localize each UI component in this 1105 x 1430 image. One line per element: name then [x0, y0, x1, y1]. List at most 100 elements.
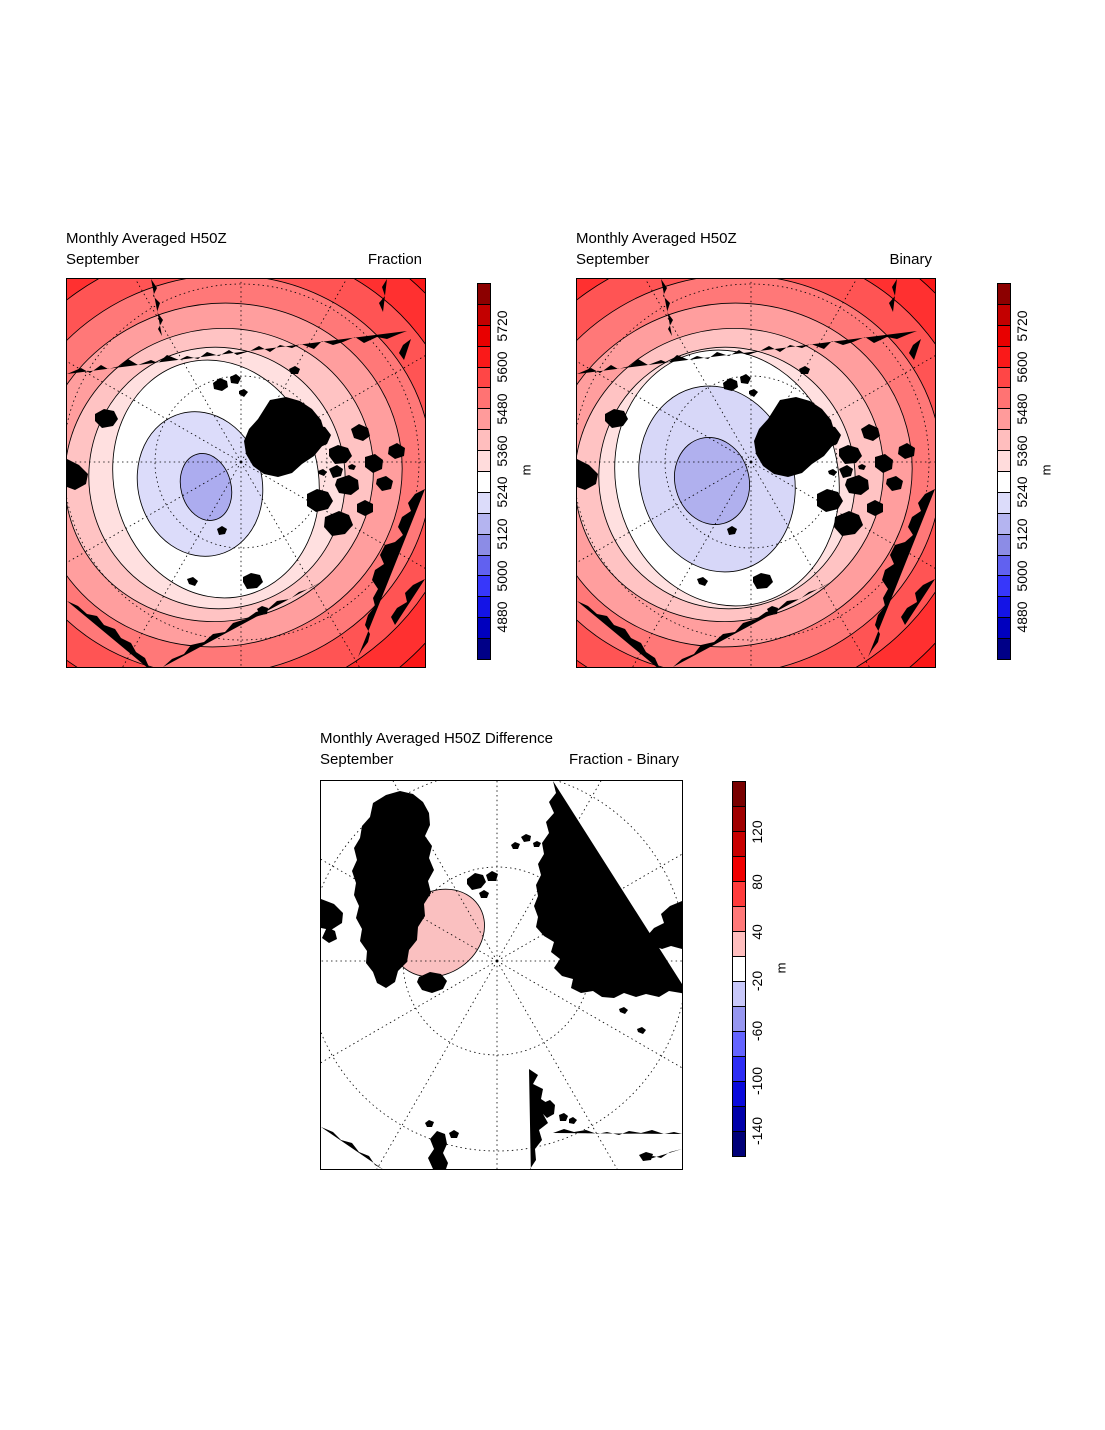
- colorbar-box: [998, 639, 1010, 660]
- colorbar-box: [478, 492, 490, 514]
- colorbar-box: [998, 325, 1010, 347]
- binary-colorbar-unit-label: m: [1038, 464, 1054, 476]
- colorbar-box: [478, 451, 490, 473]
- colorbar-box: [998, 409, 1010, 431]
- colorbar-box: [733, 1057, 745, 1082]
- colorbar-box: [478, 472, 490, 493]
- colorbar-tick-label: 5480: [1014, 393, 1030, 425]
- colorbar-box: [998, 451, 1010, 473]
- colorbar-box: [733, 1032, 745, 1057]
- colorbar-tick-label: 5600: [494, 351, 510, 383]
- colorbar-box: [998, 597, 1010, 619]
- colorbar-box: [733, 1132, 745, 1156]
- difference-contour-map: [320, 780, 683, 1170]
- colorbar-box: [478, 555, 490, 577]
- colorbar-box: [733, 832, 745, 857]
- colorbar-tick-label: 5120: [494, 518, 510, 550]
- colorbar-tick-label: 5000: [1014, 560, 1030, 592]
- colorbar-tick-label: 5000: [494, 560, 510, 592]
- coastlines: [321, 781, 682, 1169]
- colorbar-tick-label: -60: [749, 1021, 765, 1042]
- colorbar-tick-label: 40: [749, 923, 765, 940]
- colorbar-box: [733, 1107, 745, 1132]
- difference-colorbar: [732, 781, 746, 1157]
- colorbar-box: [478, 367, 490, 389]
- fraction-contour-map: [66, 278, 426, 668]
- colorbar-box: [998, 430, 1010, 452]
- panel-label-fraction: Fraction: [367, 251, 422, 268]
- colorbar-box: [998, 576, 1010, 598]
- colorbar-tick-label: 120: [749, 820, 765, 844]
- colorbar-box: [998, 304, 1010, 326]
- colorbar-tick-label: -100: [749, 1067, 765, 1096]
- colorbar-box: [998, 388, 1010, 410]
- colorbar-box: [998, 618, 1010, 640]
- colorbar-box: [998, 492, 1010, 514]
- colorbar-box: [733, 1007, 745, 1032]
- colorbar-tick-label: 4880: [1014, 601, 1030, 633]
- colorbar-box: [478, 597, 490, 619]
- subtitle-month: September: [576, 251, 650, 268]
- panel-difference-title-block: Monthly Averaged H50Z Difference Septemb…: [320, 728, 679, 770]
- colorbar-box: [478, 513, 490, 535]
- subtitle-month: September: [66, 251, 140, 268]
- colorbar-tick-label: 4880: [494, 601, 510, 633]
- colorbar-tick-label: -20: [749, 971, 765, 992]
- colorbar-box: [998, 472, 1010, 493]
- binary-colorbar: [997, 283, 1011, 660]
- panel-fraction-title-block: Monthly Averaged H50Z September Fraction: [66, 228, 422, 270]
- colorbar-tick-label: 5480: [494, 393, 510, 425]
- colorbar-box: [733, 907, 745, 932]
- colorbar-tick-label: 5600: [1014, 351, 1030, 383]
- colorbar-tick-label: 5720: [1014, 310, 1030, 342]
- colorbar-box: [478, 346, 490, 368]
- colorbar-tick-label: -140: [749, 1117, 765, 1146]
- latitude-longitude-grid: [577, 279, 935, 667]
- colorbar-box: [998, 534, 1010, 556]
- colorbar-box: [478, 284, 490, 305]
- colorbar-box: [733, 1082, 745, 1107]
- panel-binary-title-block: Monthly Averaged H50Z September Binary: [576, 228, 932, 270]
- latitude-longitude-grid: [321, 781, 682, 1169]
- fraction-colorbar: [477, 283, 491, 660]
- colorbar-tick-label: 5120: [1014, 518, 1030, 550]
- colorbar-box: [478, 618, 490, 640]
- colorbar-box: [733, 932, 745, 957]
- colorbar-box: [478, 304, 490, 326]
- colorbar-box: [478, 576, 490, 598]
- page-title: Monthly Averaged H50Z: [576, 230, 737, 247]
- page-title: Monthly Averaged H50Z Difference: [320, 730, 553, 747]
- colorbar-box: [478, 325, 490, 347]
- colorbar-tick-label: 5360: [1014, 435, 1030, 467]
- colorbar-box: [478, 409, 490, 431]
- colorbar-box: [733, 807, 745, 832]
- fraction-colorbar-unit-label: m: [518, 464, 534, 476]
- colorbar-box: [478, 430, 490, 452]
- colorbar-box: [733, 882, 745, 907]
- latitude-longitude-grid: [67, 279, 425, 667]
- colorbar-tick-label: 5360: [494, 435, 510, 467]
- binary-contour-map: [576, 278, 936, 668]
- colorbar-box: [998, 284, 1010, 305]
- panel-label-difference: Fraction - Binary: [568, 751, 679, 768]
- colorbar-box: [733, 857, 745, 882]
- colorbar-tick-label: 5240: [1014, 476, 1030, 508]
- colorbar-box: [478, 534, 490, 556]
- colorbar-tick-label: 5240: [494, 476, 510, 508]
- colorbar-box: [733, 982, 745, 1007]
- colorbar-box: [998, 555, 1010, 577]
- colorbar-box: [733, 782, 745, 807]
- colorbar-box: [733, 957, 745, 982]
- subtitle-month: September: [320, 751, 394, 768]
- colorbar-box: [998, 367, 1010, 389]
- colorbar-tick-label: 80: [749, 873, 765, 890]
- page-title: Monthly Averaged H50Z: [66, 230, 227, 247]
- colorbar-box: [478, 639, 490, 660]
- colorbar-box: [998, 346, 1010, 368]
- panel-label-binary: Binary: [889, 251, 932, 268]
- difference-colorbar-unit-label: m: [773, 962, 789, 974]
- colorbar-box: [478, 388, 490, 410]
- colorbar-tick-label: 5720: [494, 310, 510, 342]
- colorbar-box: [998, 513, 1010, 535]
